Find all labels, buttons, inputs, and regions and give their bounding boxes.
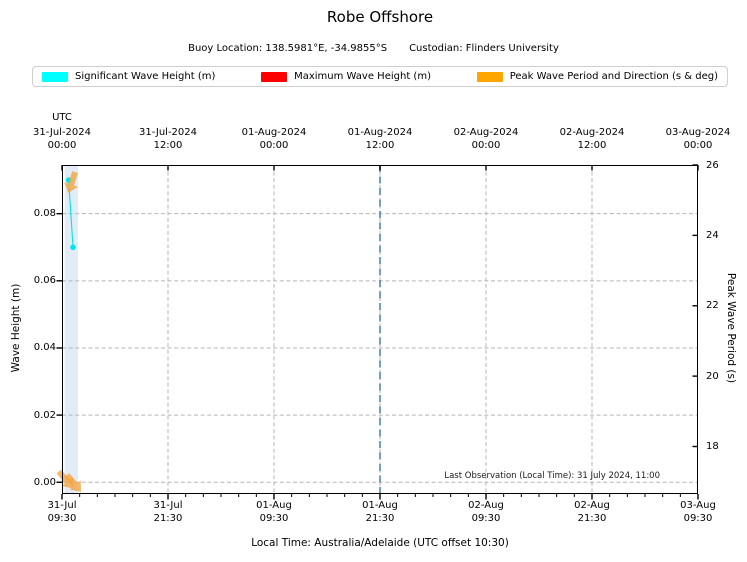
significant-wave-height-swatch-icon — [42, 71, 68, 82]
left-tick-label: 0.02 — [33, 409, 56, 421]
bottom-tick-label: 31-Jul 09:30 — [47, 500, 77, 524]
left-axis-label: Wave Height (m) — [10, 283, 22, 373]
maximum-wave-height-swatch-icon — [261, 71, 288, 82]
legend-label: Maximum Wave Height (m) — [294, 71, 431, 82]
right-tick-label: 24 — [706, 229, 719, 241]
legend-label: Significant Wave Height (m) — [75, 71, 216, 82]
peak-wave-period-swatch-icon — [476, 71, 503, 82]
top-tick-label: 01-Aug-2024 00:00 — [241, 127, 307, 151]
top-axis-title: UTC — [52, 112, 72, 123]
top-tick-label: 01-Aug-2024 12:00 — [347, 127, 413, 151]
right-tick-label: 20 — [706, 370, 719, 382]
top-tick-label: 03-Aug-2024 00:00 — [665, 127, 731, 151]
top-tick-label: 31-Jul-2024 12:00 — [138, 127, 197, 151]
left-tick-label: 0.06 — [33, 275, 56, 287]
bottom-axis-label: Local Time: Australia/Adelaide (UTC offs… — [251, 537, 509, 549]
left-tick-label: 0.04 — [33, 342, 56, 354]
legend-item-maximum-wave-height: Maximum Wave Height (m) — [261, 71, 431, 82]
right-axis-label: Peak Wave Period (s) — [725, 272, 737, 384]
legend-item-peak-wave-period: Peak Wave Period and Direction (s & deg) — [476, 71, 718, 82]
buoy-location-text: Buoy Location: 138.5981°E, -34.9855°S — [188, 43, 388, 54]
bottom-tick-label: 01-Aug 21:30 — [362, 500, 398, 524]
bottom-tick-label: 01-Aug 09:30 — [256, 500, 292, 524]
top-tick-label: 31-Jul-2024 00:00 — [32, 127, 91, 151]
left-tick-label: 0.00 — [33, 476, 56, 488]
bottom-tick-label: 31-Jul 21:30 — [153, 500, 183, 524]
top-tick-label: 02-Aug-2024 12:00 — [559, 127, 625, 151]
legend: Significant Wave Height (m) Maximum Wave… — [32, 66, 728, 87]
custodian-text: Custodian: Flinders University — [409, 43, 559, 54]
legend-item-significant-wave-height: Significant Wave Height (m) — [42, 71, 215, 82]
left-tick-label: 0.08 — [33, 208, 56, 220]
right-tick-label: 18 — [706, 440, 719, 452]
right-tick-label: 22 — [706, 300, 719, 312]
last-observation-annotation: Last Observation (Local Time): 31 July 2… — [444, 471, 660, 481]
top-tick-label: 02-Aug-2024 00:00 — [453, 127, 519, 151]
legend-label: Peak Wave Period and Direction (s & deg) — [509, 71, 718, 82]
chart-title: Robe Offshore — [326, 8, 434, 26]
bottom-tick-label: 03-Aug 09:30 — [680, 500, 716, 524]
bottom-tick-label: 02-Aug 21:30 — [574, 500, 610, 524]
right-tick-label: 26 — [706, 159, 719, 171]
bottom-tick-label: 02-Aug 09:30 — [468, 500, 504, 524]
chart-subtitle: Buoy Location: 138.5981°E, -34.9855°S Cus… — [0, 43, 747, 54]
plot-area — [62, 165, 698, 494]
